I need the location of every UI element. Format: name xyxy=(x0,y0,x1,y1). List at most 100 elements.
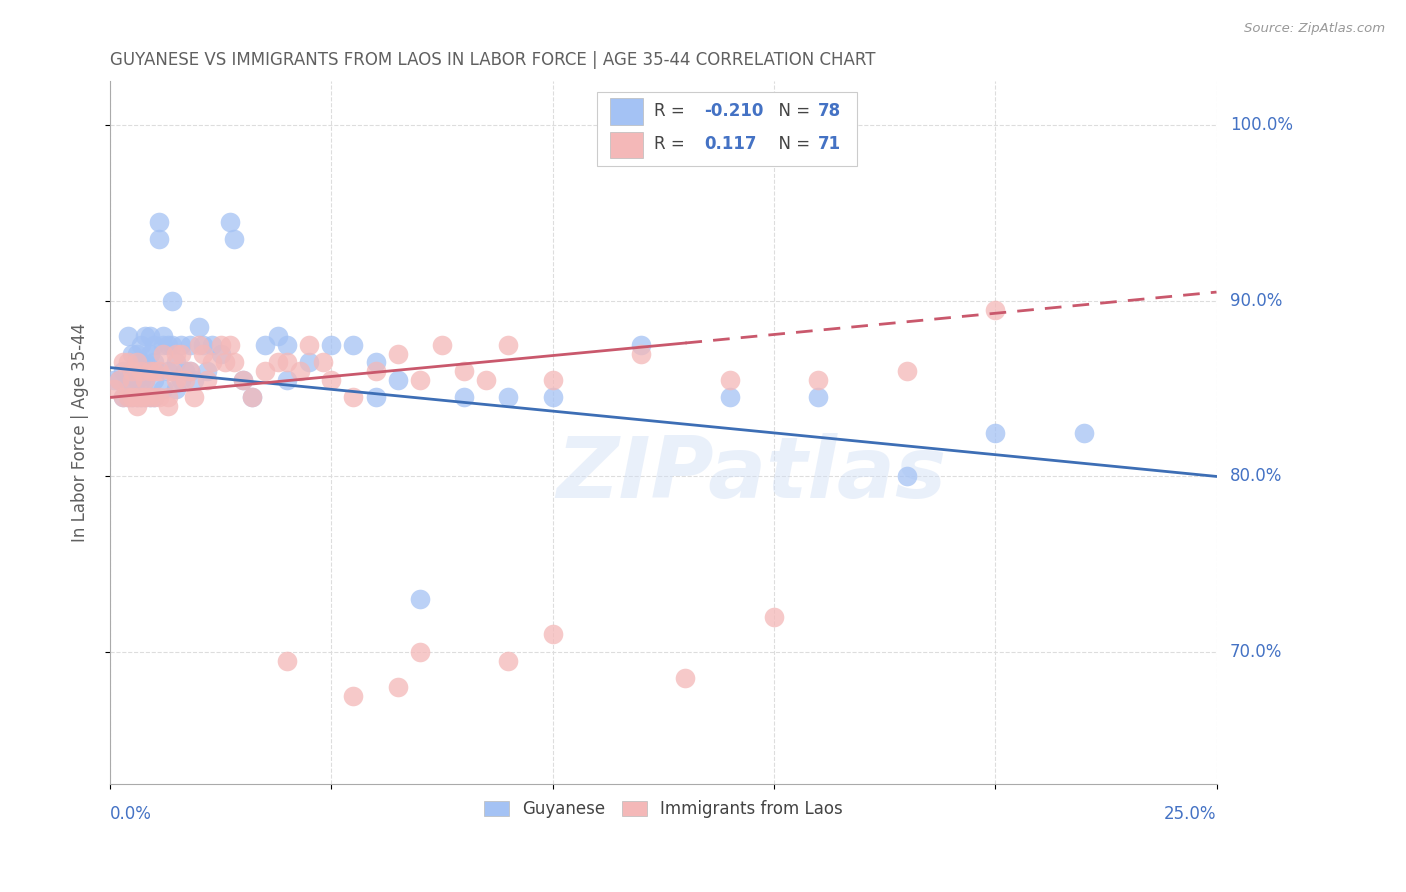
FancyBboxPatch shape xyxy=(610,131,644,158)
Point xyxy=(201,337,224,351)
Point xyxy=(187,337,209,351)
Point xyxy=(143,391,166,405)
Point xyxy=(191,337,214,351)
Point xyxy=(290,364,312,378)
Point xyxy=(170,373,193,387)
Point xyxy=(197,373,219,387)
Point xyxy=(475,373,498,387)
Point xyxy=(125,399,148,413)
Point xyxy=(139,364,162,378)
Point xyxy=(240,391,263,405)
Point xyxy=(807,373,830,387)
Point xyxy=(807,391,830,405)
Point xyxy=(129,391,152,405)
Point xyxy=(311,355,333,369)
Point xyxy=(984,302,1007,317)
Point xyxy=(160,293,183,308)
Point xyxy=(170,337,193,351)
Text: N =: N = xyxy=(769,102,815,120)
Point xyxy=(143,391,166,405)
Point xyxy=(498,654,520,668)
Point xyxy=(121,373,143,387)
Text: 0.0%: 0.0% xyxy=(110,805,152,822)
Point xyxy=(117,391,139,405)
Point xyxy=(129,391,152,405)
Point xyxy=(112,364,135,378)
Point xyxy=(498,337,520,351)
Point xyxy=(541,627,564,641)
Point xyxy=(148,391,170,405)
Point xyxy=(673,672,696,686)
Text: ZIPatlas: ZIPatlas xyxy=(557,434,946,516)
Text: GUYANESE VS IMMIGRANTS FROM LAOS IN LABOR FORCE | AGE 35-44 CORRELATION CHART: GUYANESE VS IMMIGRANTS FROM LAOS IN LABO… xyxy=(110,51,876,69)
Point xyxy=(197,364,219,378)
Point xyxy=(179,364,201,378)
Point xyxy=(218,337,240,351)
Point xyxy=(187,320,209,334)
Point xyxy=(156,399,179,413)
Point xyxy=(201,355,224,369)
Point xyxy=(267,355,290,369)
Point xyxy=(134,391,156,405)
Point xyxy=(232,373,254,387)
Text: 70.0%: 70.0% xyxy=(1230,643,1282,661)
Point xyxy=(276,654,298,668)
Point xyxy=(121,391,143,405)
Text: -0.210: -0.210 xyxy=(704,102,763,120)
Point xyxy=(139,346,162,360)
Point xyxy=(232,373,254,387)
Point xyxy=(121,364,143,378)
Point xyxy=(364,355,387,369)
Point xyxy=(166,355,188,369)
Point xyxy=(630,346,652,360)
Text: 90.0%: 90.0% xyxy=(1230,292,1282,310)
Point xyxy=(125,391,148,405)
Point xyxy=(984,425,1007,440)
Point xyxy=(139,329,162,343)
Point xyxy=(134,373,156,387)
Point xyxy=(896,469,918,483)
Text: 100.0%: 100.0% xyxy=(1230,116,1292,134)
Point xyxy=(453,364,475,378)
Point xyxy=(174,364,197,378)
Text: R =: R = xyxy=(654,136,696,153)
Point xyxy=(108,373,131,387)
Point xyxy=(430,337,453,351)
Point xyxy=(103,373,125,387)
Text: 80.0%: 80.0% xyxy=(1230,467,1282,485)
Point xyxy=(152,346,174,360)
Point xyxy=(253,337,276,351)
Point xyxy=(409,592,432,607)
Point xyxy=(342,689,364,703)
Point xyxy=(152,337,174,351)
Text: 78: 78 xyxy=(818,102,841,120)
Point xyxy=(125,355,148,369)
Point xyxy=(183,373,205,387)
Point xyxy=(121,346,143,360)
Point xyxy=(129,355,152,369)
Point xyxy=(453,391,475,405)
Point xyxy=(125,391,148,405)
Point xyxy=(342,391,364,405)
Legend: Guyanese, Immigrants from Laos: Guyanese, Immigrants from Laos xyxy=(477,793,849,824)
Point xyxy=(143,337,166,351)
Point xyxy=(387,373,409,387)
Point xyxy=(117,373,139,387)
Point xyxy=(125,364,148,378)
Point xyxy=(387,346,409,360)
Point xyxy=(222,355,245,369)
Point xyxy=(112,391,135,405)
Point xyxy=(267,329,290,343)
Point xyxy=(387,680,409,694)
Point xyxy=(121,391,143,405)
Point xyxy=(174,373,197,387)
Point xyxy=(166,382,188,396)
Point xyxy=(125,346,148,360)
Point xyxy=(112,391,135,405)
Point xyxy=(148,364,170,378)
Point xyxy=(541,373,564,387)
Point xyxy=(134,391,156,405)
Text: N =: N = xyxy=(769,136,815,153)
Point xyxy=(103,382,125,396)
Text: 0.117: 0.117 xyxy=(704,136,756,153)
